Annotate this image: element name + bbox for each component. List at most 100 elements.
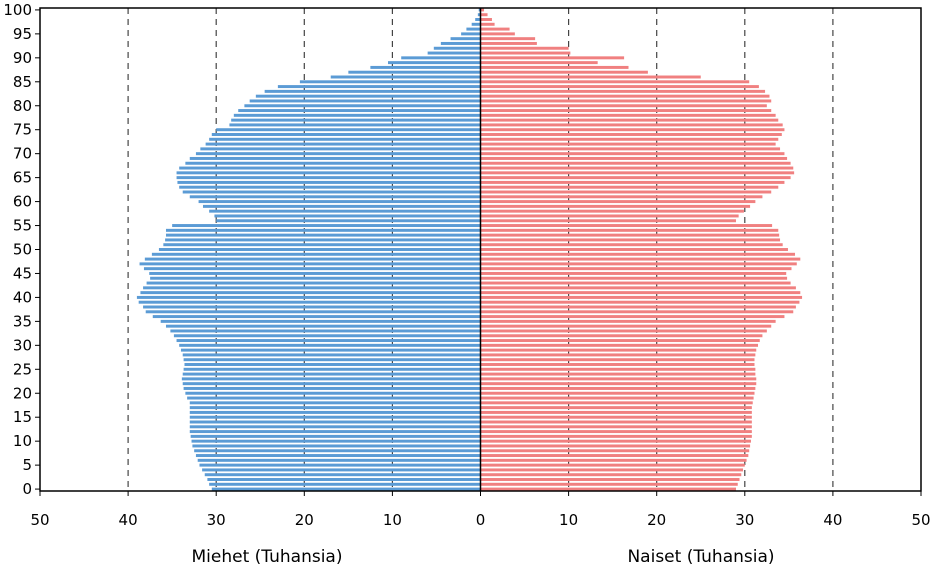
y-tick-label: 85 (13, 73, 32, 91)
bar-male-age-83 (264, 89, 481, 93)
bar-female-age-69 (480, 156, 788, 160)
bar-female-age-20 (480, 391, 755, 395)
bar-male-age-6 (197, 458, 481, 462)
y-tick-label: 70 (13, 145, 32, 163)
bar-male-age-92 (433, 46, 481, 50)
x-axis-title-left: Miehet (Tuhansia) (192, 547, 343, 567)
bar-female-age-8 (480, 449, 750, 453)
bar-female-age-75 (480, 128, 785, 132)
x-tick-label: 10 (559, 511, 578, 529)
bar-male-age-16 (189, 410, 481, 414)
bar-female-age-17 (480, 406, 752, 410)
x-tick-label: 20 (647, 511, 666, 529)
bar-male-age-86 (330, 75, 481, 79)
bar-male-age-100 (478, 8, 481, 12)
x-axis-ticks: 50 40 30 20 10 0 10 20 30 40 50 (30, 491, 931, 529)
bar-male-age-21 (183, 386, 481, 390)
bar-female-age-52 (480, 238, 781, 242)
bar-female-age-48 (480, 257, 801, 261)
bar-male-age-2 (207, 478, 481, 481)
bar-female-age-95 (480, 32, 515, 36)
bar-female-age-78 (480, 113, 776, 117)
bar-male-age-47 (139, 262, 481, 266)
bar-male-age-69 (189, 156, 481, 160)
bar-male-age-44 (150, 276, 481, 280)
bar-male-age-97 (471, 22, 481, 26)
bar-female-age-84 (480, 85, 759, 89)
bar-male-age-63 (179, 185, 481, 189)
bar-male-age-65 (176, 176, 481, 180)
bar-male-age-79 (238, 109, 481, 113)
x-tick-label: 0 (476, 511, 486, 529)
bar-male-age-64 (177, 180, 481, 184)
bar-male-age-62 (182, 190, 481, 194)
bar-female-age-62 (480, 190, 772, 194)
bar-male-age-28 (182, 353, 481, 357)
bar-female-age-100 (480, 8, 485, 12)
y-tick-label: 35 (13, 312, 32, 330)
y-tick-label: 55 (13, 217, 32, 235)
bar-female-age-98 (480, 18, 492, 21)
x-tick-label: 40 (119, 511, 138, 529)
bar-male-age-73 (209, 137, 481, 141)
bar-female-age-80 (480, 104, 767, 108)
bar-male-age-66 (176, 171, 481, 175)
bar-female-age-96 (480, 27, 510, 31)
bar-female-age-88 (480, 65, 629, 69)
bar-female-age-99 (480, 13, 488, 17)
bar-male-age-90 (401, 56, 481, 60)
bar-male-age-26 (184, 363, 481, 366)
bar-female-age-79 (480, 109, 772, 113)
bar-female-age-83 (480, 89, 766, 93)
bar-female-age-57 (480, 214, 739, 218)
bar-female-age-28 (480, 353, 756, 357)
x-tick-label: 50 (30, 511, 49, 529)
bar-male-age-41 (140, 291, 481, 295)
bar-female-age-11 (480, 434, 752, 438)
bar-male-age-82 (255, 94, 481, 98)
bar-male-age-50 (158, 248, 481, 251)
bar-female-age-66 (480, 171, 795, 175)
bar-female-age-4 (480, 468, 744, 472)
y-tick-label: 20 (13, 384, 32, 402)
bar-female-age-76 (480, 123, 783, 127)
bar-female-age-65 (480, 176, 791, 180)
bar-female-age-58 (480, 209, 744, 213)
bar-female-age-2 (480, 478, 740, 481)
bar-female-age-10 (480, 439, 751, 443)
bar-female-age-38 (480, 305, 796, 309)
bar-male-age-80 (244, 104, 481, 108)
y-tick-label: 45 (13, 264, 32, 282)
bar-female-age-24 (480, 372, 756, 376)
bar-female-age-72 (480, 142, 776, 146)
bar-female-age-27 (480, 358, 755, 362)
bar-female-age-55 (480, 224, 773, 228)
x-tick-label: 50 (911, 511, 930, 529)
bar-male-age-40 (136, 295, 481, 299)
bar-female-age-0 (480, 487, 736, 491)
bar-male-age-38 (143, 305, 481, 309)
bar-female-age-50 (480, 248, 788, 251)
bar-male-age-58 (209, 209, 481, 213)
bar-female-age-92 (480, 46, 569, 50)
bar-male-age-43 (146, 281, 481, 285)
bar-female-age-31 (480, 339, 760, 343)
bar-female-age-85 (480, 80, 750, 84)
bar-male-age-29 (180, 348, 481, 352)
x-tick-label: 40 (823, 511, 842, 529)
y-tick-label: 75 (13, 121, 32, 139)
y-tick-label: 80 (13, 97, 32, 115)
bar-male-age-70 (195, 152, 481, 156)
bar-female-age-9 (480, 444, 751, 448)
bar-female-age-39 (480, 300, 800, 304)
bar-male-age-98 (475, 18, 481, 21)
bar-female-age-44 (480, 276, 788, 280)
bar-female-age-19 (480, 396, 754, 400)
bar-male-age-67 (179, 166, 481, 170)
bar-female-age-86 (480, 75, 701, 79)
bar-male-age-85 (299, 80, 481, 84)
y-tick-label: 50 (13, 241, 32, 259)
bar-male-age-11 (190, 434, 481, 438)
bar-female-age-37 (480, 310, 794, 314)
